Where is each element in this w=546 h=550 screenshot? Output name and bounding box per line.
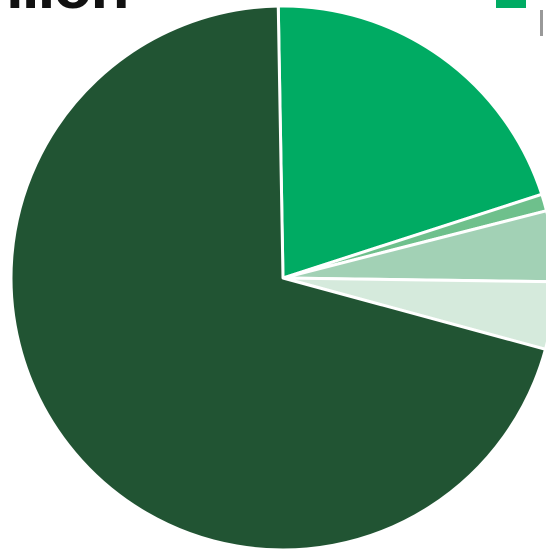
pie-slice-3 bbox=[281, 209, 546, 284]
pie-slices bbox=[9, 4, 546, 550]
pie-slice-0 bbox=[9, 4, 546, 550]
legend-label-fragment bbox=[540, 10, 543, 36]
legend-swatch bbox=[496, 0, 526, 8]
pie-slice-2 bbox=[281, 192, 546, 280]
chart-title: illon bbox=[6, 0, 130, 18]
pie-slice-1 bbox=[276, 4, 544, 280]
